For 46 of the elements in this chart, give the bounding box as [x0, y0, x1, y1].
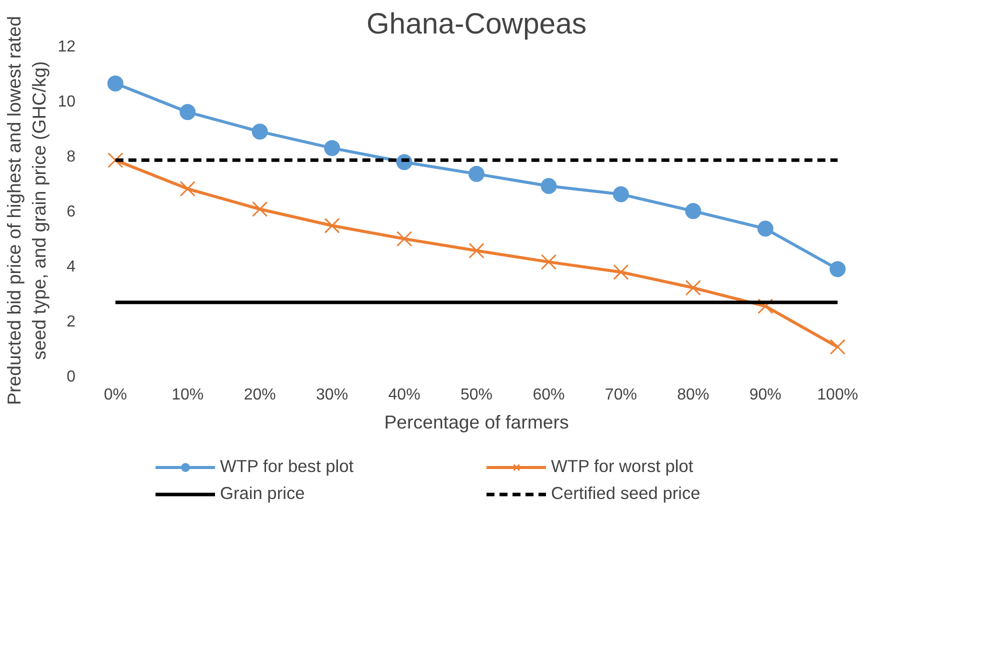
- x-tick-label: 100%: [817, 386, 858, 404]
- x-tick-label: 90%: [749, 386, 782, 404]
- x-tick-label: 40%: [388, 386, 420, 404]
- y-tick-label: 12: [58, 38, 76, 56]
- point: [685, 203, 702, 220]
- point: [613, 264, 629, 280]
- y-axis-title: Preducted bid price of highest and lowest rated seed type, and grain price (GHC/kg): [4, 16, 50, 405]
- point: [324, 140, 340, 156]
- point: [540, 254, 557, 270]
- x-tick-label: 0%: [104, 386, 127, 404]
- y-tick-label: 4: [66, 258, 76, 276]
- chart-title: Ghana-Cowpeas: [366, 8, 587, 40]
- point: [468, 166, 484, 182]
- x-tick-label: 50%: [460, 386, 493, 404]
- point: [830, 339, 846, 355]
- y-tick-label: 8: [66, 148, 76, 166]
- y-tick-label: 6: [66, 204, 76, 220]
- point: [396, 231, 412, 247]
- point: [180, 180, 196, 197]
- point: [468, 242, 484, 258]
- x-tick-label: 30%: [316, 386, 348, 404]
- x-axis-title: Percentage of farmers: [384, 412, 569, 432]
- y-tick-label: 10: [58, 94, 76, 110]
- x-tick-label: 10%: [172, 386, 204, 404]
- point: [324, 218, 340, 234]
- legend-label: Certified seed price: [551, 483, 702, 504]
- x-tick-label: 20%: [244, 386, 276, 404]
- point: [252, 124, 268, 140]
- point: [540, 178, 557, 194]
- x-tick-label: 60%: [532, 386, 565, 404]
- point: [108, 152, 124, 168]
- y-tick-label: 2: [66, 314, 76, 330]
- point: [107, 75, 124, 92]
- x-tick-label: 70%: [604, 386, 637, 404]
- point: [758, 298, 774, 314]
- x-tick-label: 80%: [677, 386, 710, 404]
- point: [830, 261, 846, 278]
- legend-label: WTP for best plot: [220, 456, 355, 477]
- point: [612, 186, 629, 202]
- point: [757, 220, 774, 237]
- legend-label: WTP for worst plot: [551, 456, 694, 477]
- point: [252, 201, 268, 217]
- point: [180, 104, 196, 120]
- legend-label: Grain price: [220, 483, 306, 504]
- point: [685, 280, 701, 296]
- y-tick-label: 0: [66, 368, 76, 386]
